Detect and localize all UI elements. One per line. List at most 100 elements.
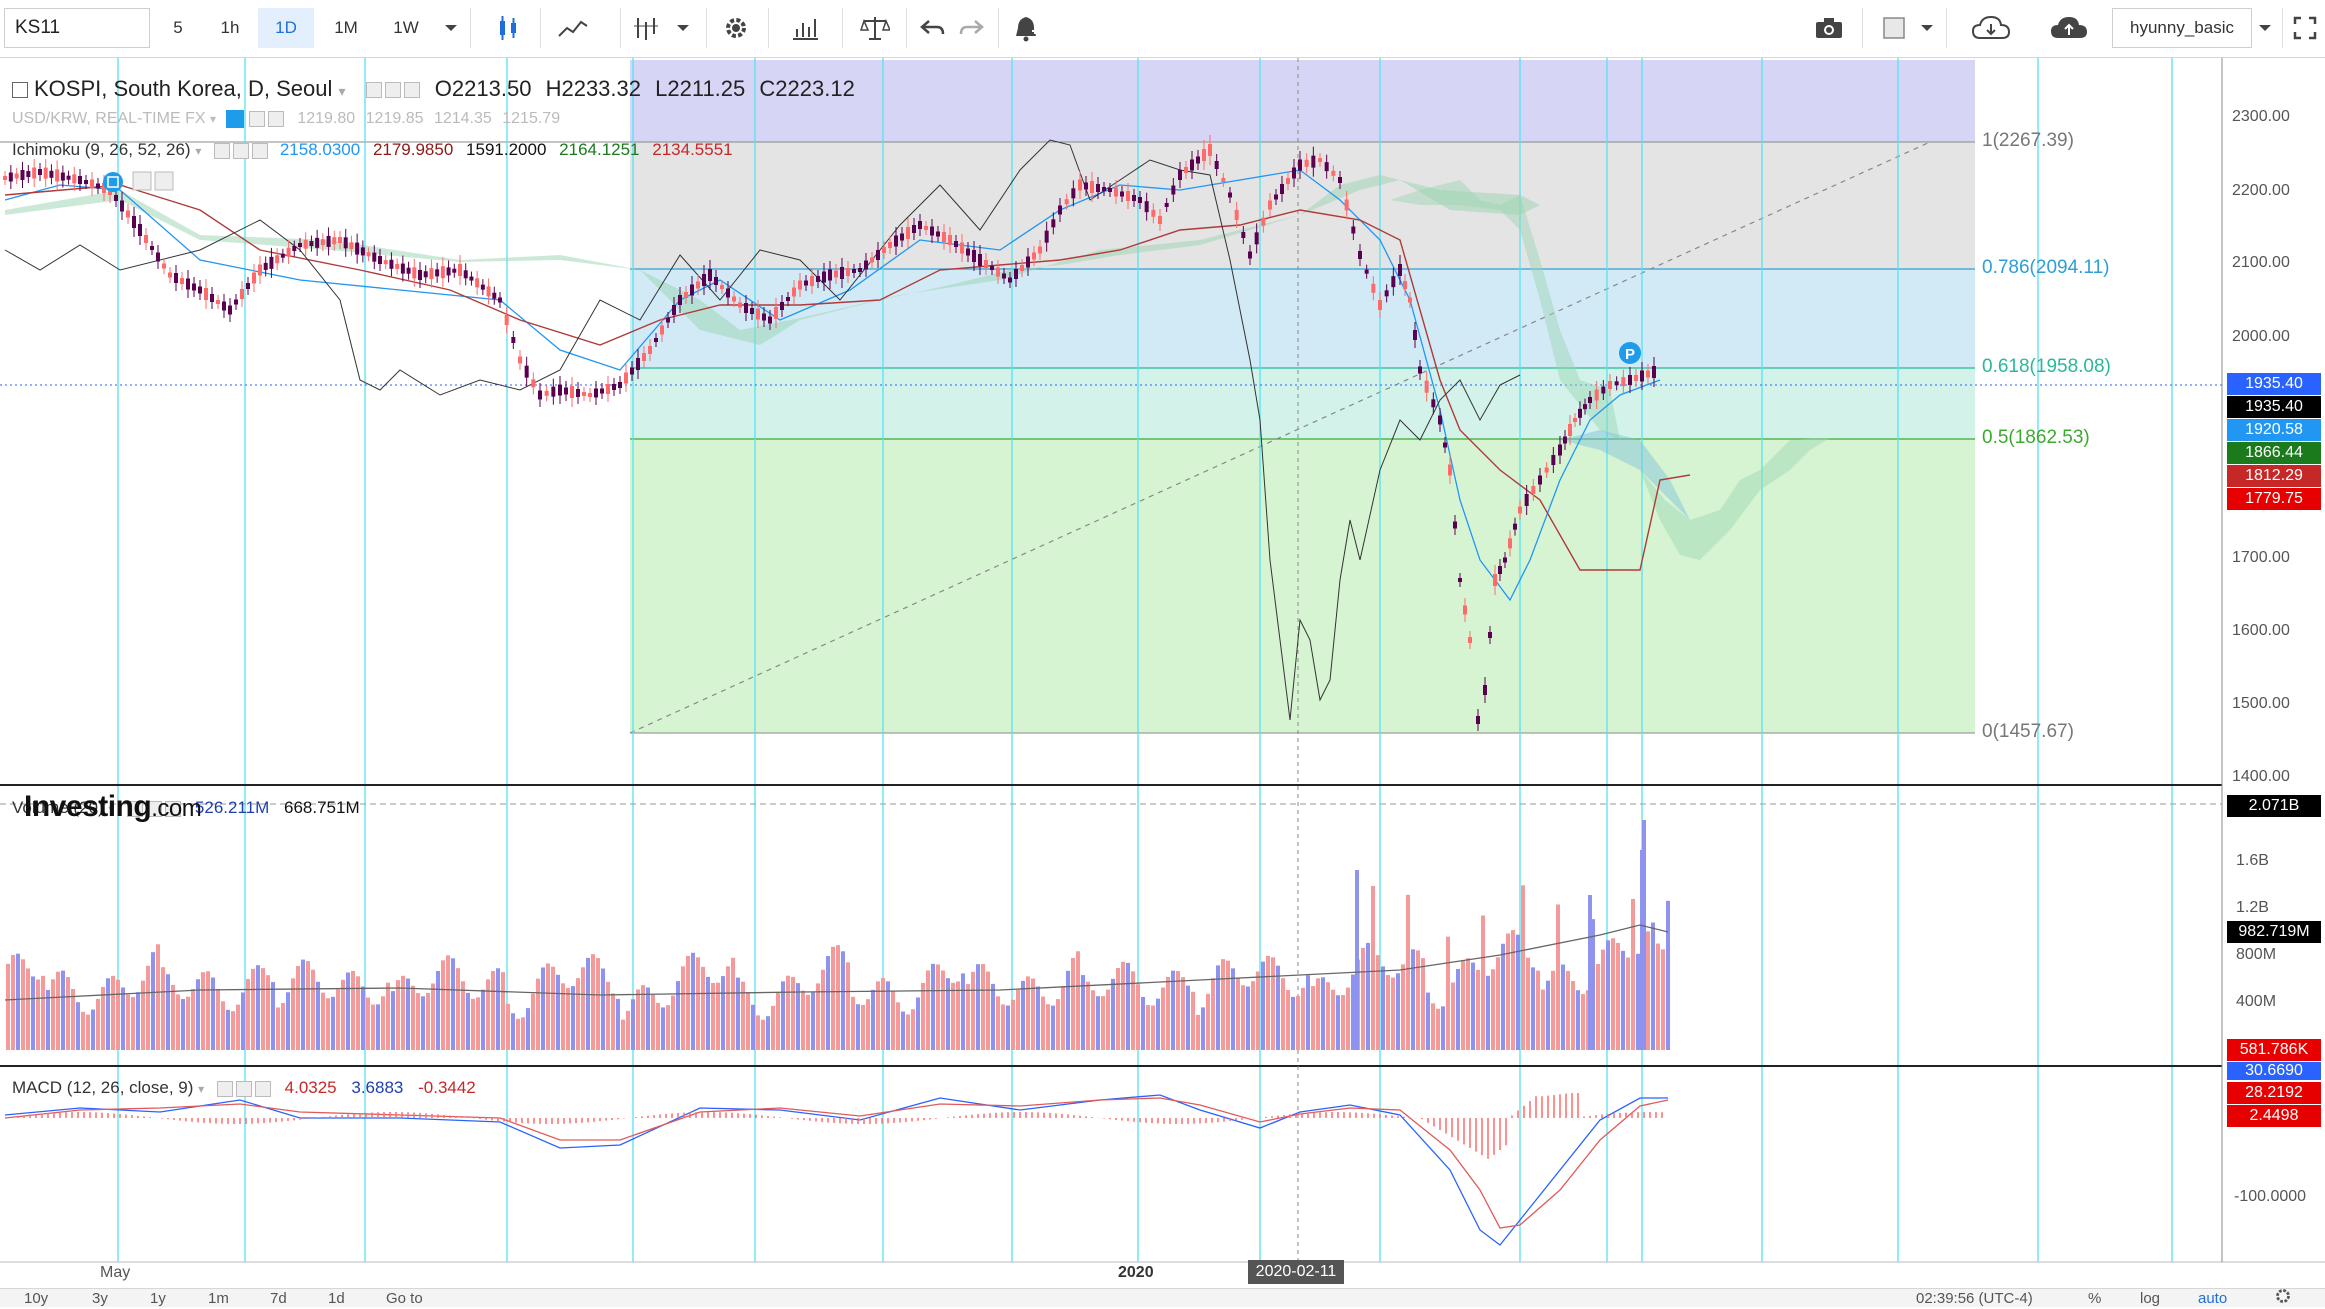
goto-button[interactable]: Go to [386, 1290, 423, 1307]
indicators-dropdown-icon[interactable] [668, 8, 698, 48]
candle-body [138, 224, 142, 236]
volume-bar [1281, 978, 1285, 1050]
series-menu-icon[interactable]: ▾ [338, 83, 346, 99]
candle-body [900, 233, 904, 241]
kijun-line [4, 184, 1691, 571]
candle-body [1413, 330, 1417, 340]
timeframe-1m[interactable]: 1M [334, 18, 358, 37]
volume-bar [1271, 957, 1275, 1050]
cloud-upload-icon[interactable] [2040, 8, 2098, 48]
volume-bar [1355, 870, 1359, 1050]
volume-axis-label: 1.2B [2236, 899, 2269, 916]
volume-bar [1431, 1003, 1435, 1050]
layout-icon[interactable] [1874, 8, 1914, 48]
event-marker-icon[interactable] [103, 172, 123, 192]
templates-icon[interactable] [780, 8, 830, 48]
candle-body [320, 239, 325, 246]
candle-body [1568, 424, 1572, 436]
chart-area[interactable]: P KOSPI, South Korea, D, Seoul ▾ O2213.5… [0, 58, 2325, 1290]
timeframe-1d[interactable]: 1D [258, 8, 314, 48]
timeframe-dropdown-icon[interactable] [436, 8, 466, 48]
candle-body [423, 271, 428, 278]
range-10y[interactable]: 10y [24, 1290, 49, 1307]
candle-body [576, 389, 580, 397]
user-menu[interactable]: hyunny_basic [2112, 8, 2252, 48]
range-1y[interactable]: 1y [150, 1290, 166, 1307]
volume-bar [821, 969, 825, 1050]
compare-icon[interactable] [548, 8, 598, 48]
main-legend[interactable]: KOSPI, South Korea, D, Seoul ▾ O2213.50 … [12, 76, 855, 102]
volume-bar [636, 989, 640, 1050]
candles-icon[interactable] [486, 8, 530, 48]
candle-body [1558, 444, 1562, 456]
volume-bar [746, 991, 750, 1050]
redo-icon[interactable] [954, 8, 990, 48]
settings-gear-icon[interactable] [714, 8, 758, 48]
auto-toggle[interactable]: auto [2198, 1290, 2228, 1307]
cloud-download-icon[interactable] [1962, 8, 2020, 48]
candle-body [1513, 523, 1517, 530]
volume-bar [861, 1004, 865, 1050]
range-1d[interactable]: 1d [328, 1290, 345, 1307]
volume-bar [971, 971, 975, 1050]
volume-bar [181, 998, 185, 1050]
candle-body [1544, 467, 1549, 473]
range-3y[interactable]: 3y [92, 1290, 108, 1307]
user-dropdown-icon[interactable] [2252, 8, 2278, 48]
log-toggle[interactable]: log [2140, 1290, 2161, 1307]
settings-small-icon[interactable] [2274, 1287, 2292, 1309]
volume-legend[interactable]: Volume (20) ▾ 526.211M 668.751M [12, 798, 360, 817]
fib-label-0618: 0.618(1958.08) [1982, 356, 2111, 377]
balance-scale-icon[interactable] [852, 8, 898, 48]
timeframe-5[interactable]: 5 [173, 18, 183, 37]
volume-bar [546, 963, 550, 1050]
candle-body [696, 281, 700, 289]
volume-bar [911, 1009, 915, 1050]
fullscreen-icon[interactable] [2286, 8, 2324, 48]
timeframe-1w[interactable]: 1W [393, 18, 419, 37]
candle-body [150, 246, 154, 250]
candle-body [1274, 194, 1278, 200]
candle-body [332, 237, 337, 245]
percent-toggle[interactable]: % [2088, 1290, 2102, 1307]
candle-body [738, 302, 742, 308]
volume-bar [701, 966, 705, 1050]
crosshair-time-label: 2020-02-11 [1248, 1260, 1344, 1284]
volume-bar [111, 975, 115, 1050]
investing-logo: Investing.com [24, 790, 202, 824]
volume-bar [1091, 990, 1095, 1050]
volume-bar [461, 981, 465, 1050]
undo-icon[interactable] [914, 8, 950, 48]
eye-icon[interactable] [226, 110, 245, 128]
layout-dropdown-icon[interactable] [1914, 8, 1940, 48]
macd-legend[interactable]: MACD (12, 26, close, 9) ▾ 4.0325 3.6883 … [12, 1078, 476, 1097]
range-7d[interactable]: 7d [270, 1290, 287, 1307]
range-1m[interactable]: 1m [208, 1290, 229, 1307]
candle-body [524, 365, 529, 378]
volume-bar [656, 1002, 660, 1050]
compare-legend[interactable]: USD/KRW, REAL-TIME FX ▾ 1219.80 1219.85 … [12, 110, 561, 128]
ichimoku-legend[interactable]: Ichimoku (9, 26, 52, 26) ▾ 2158.0300 217… [12, 140, 733, 159]
volume-bar [346, 972, 350, 1050]
price-axis-label: 1500.00 [2232, 695, 2290, 712]
candle-body [511, 337, 516, 343]
collapse-icon[interactable] [12, 82, 28, 99]
volume-bar [1611, 938, 1615, 1050]
chart-canvas[interactable]: P [0, 58, 2325, 1290]
volume-bar [621, 1019, 625, 1050]
candle-body [702, 274, 706, 286]
pivot-marker[interactable] [1619, 342, 1641, 364]
alert-bell-icon[interactable] [1004, 8, 1048, 48]
volume-bar [1316, 978, 1320, 1050]
candle-body [315, 237, 320, 248]
candle-body [126, 210, 130, 218]
candle-body [846, 268, 850, 276]
timeframe-1h[interactable]: 1h [220, 18, 240, 37]
symbol-input[interactable]: KS11 [4, 8, 150, 48]
camera-icon[interactable] [1804, 8, 1854, 48]
candle-body [690, 284, 694, 296]
candle-body [49, 170, 54, 178]
indicators-icon[interactable] [624, 8, 668, 48]
volume-bar [1206, 993, 1210, 1050]
open-value: 2213.50 [451, 76, 532, 101]
